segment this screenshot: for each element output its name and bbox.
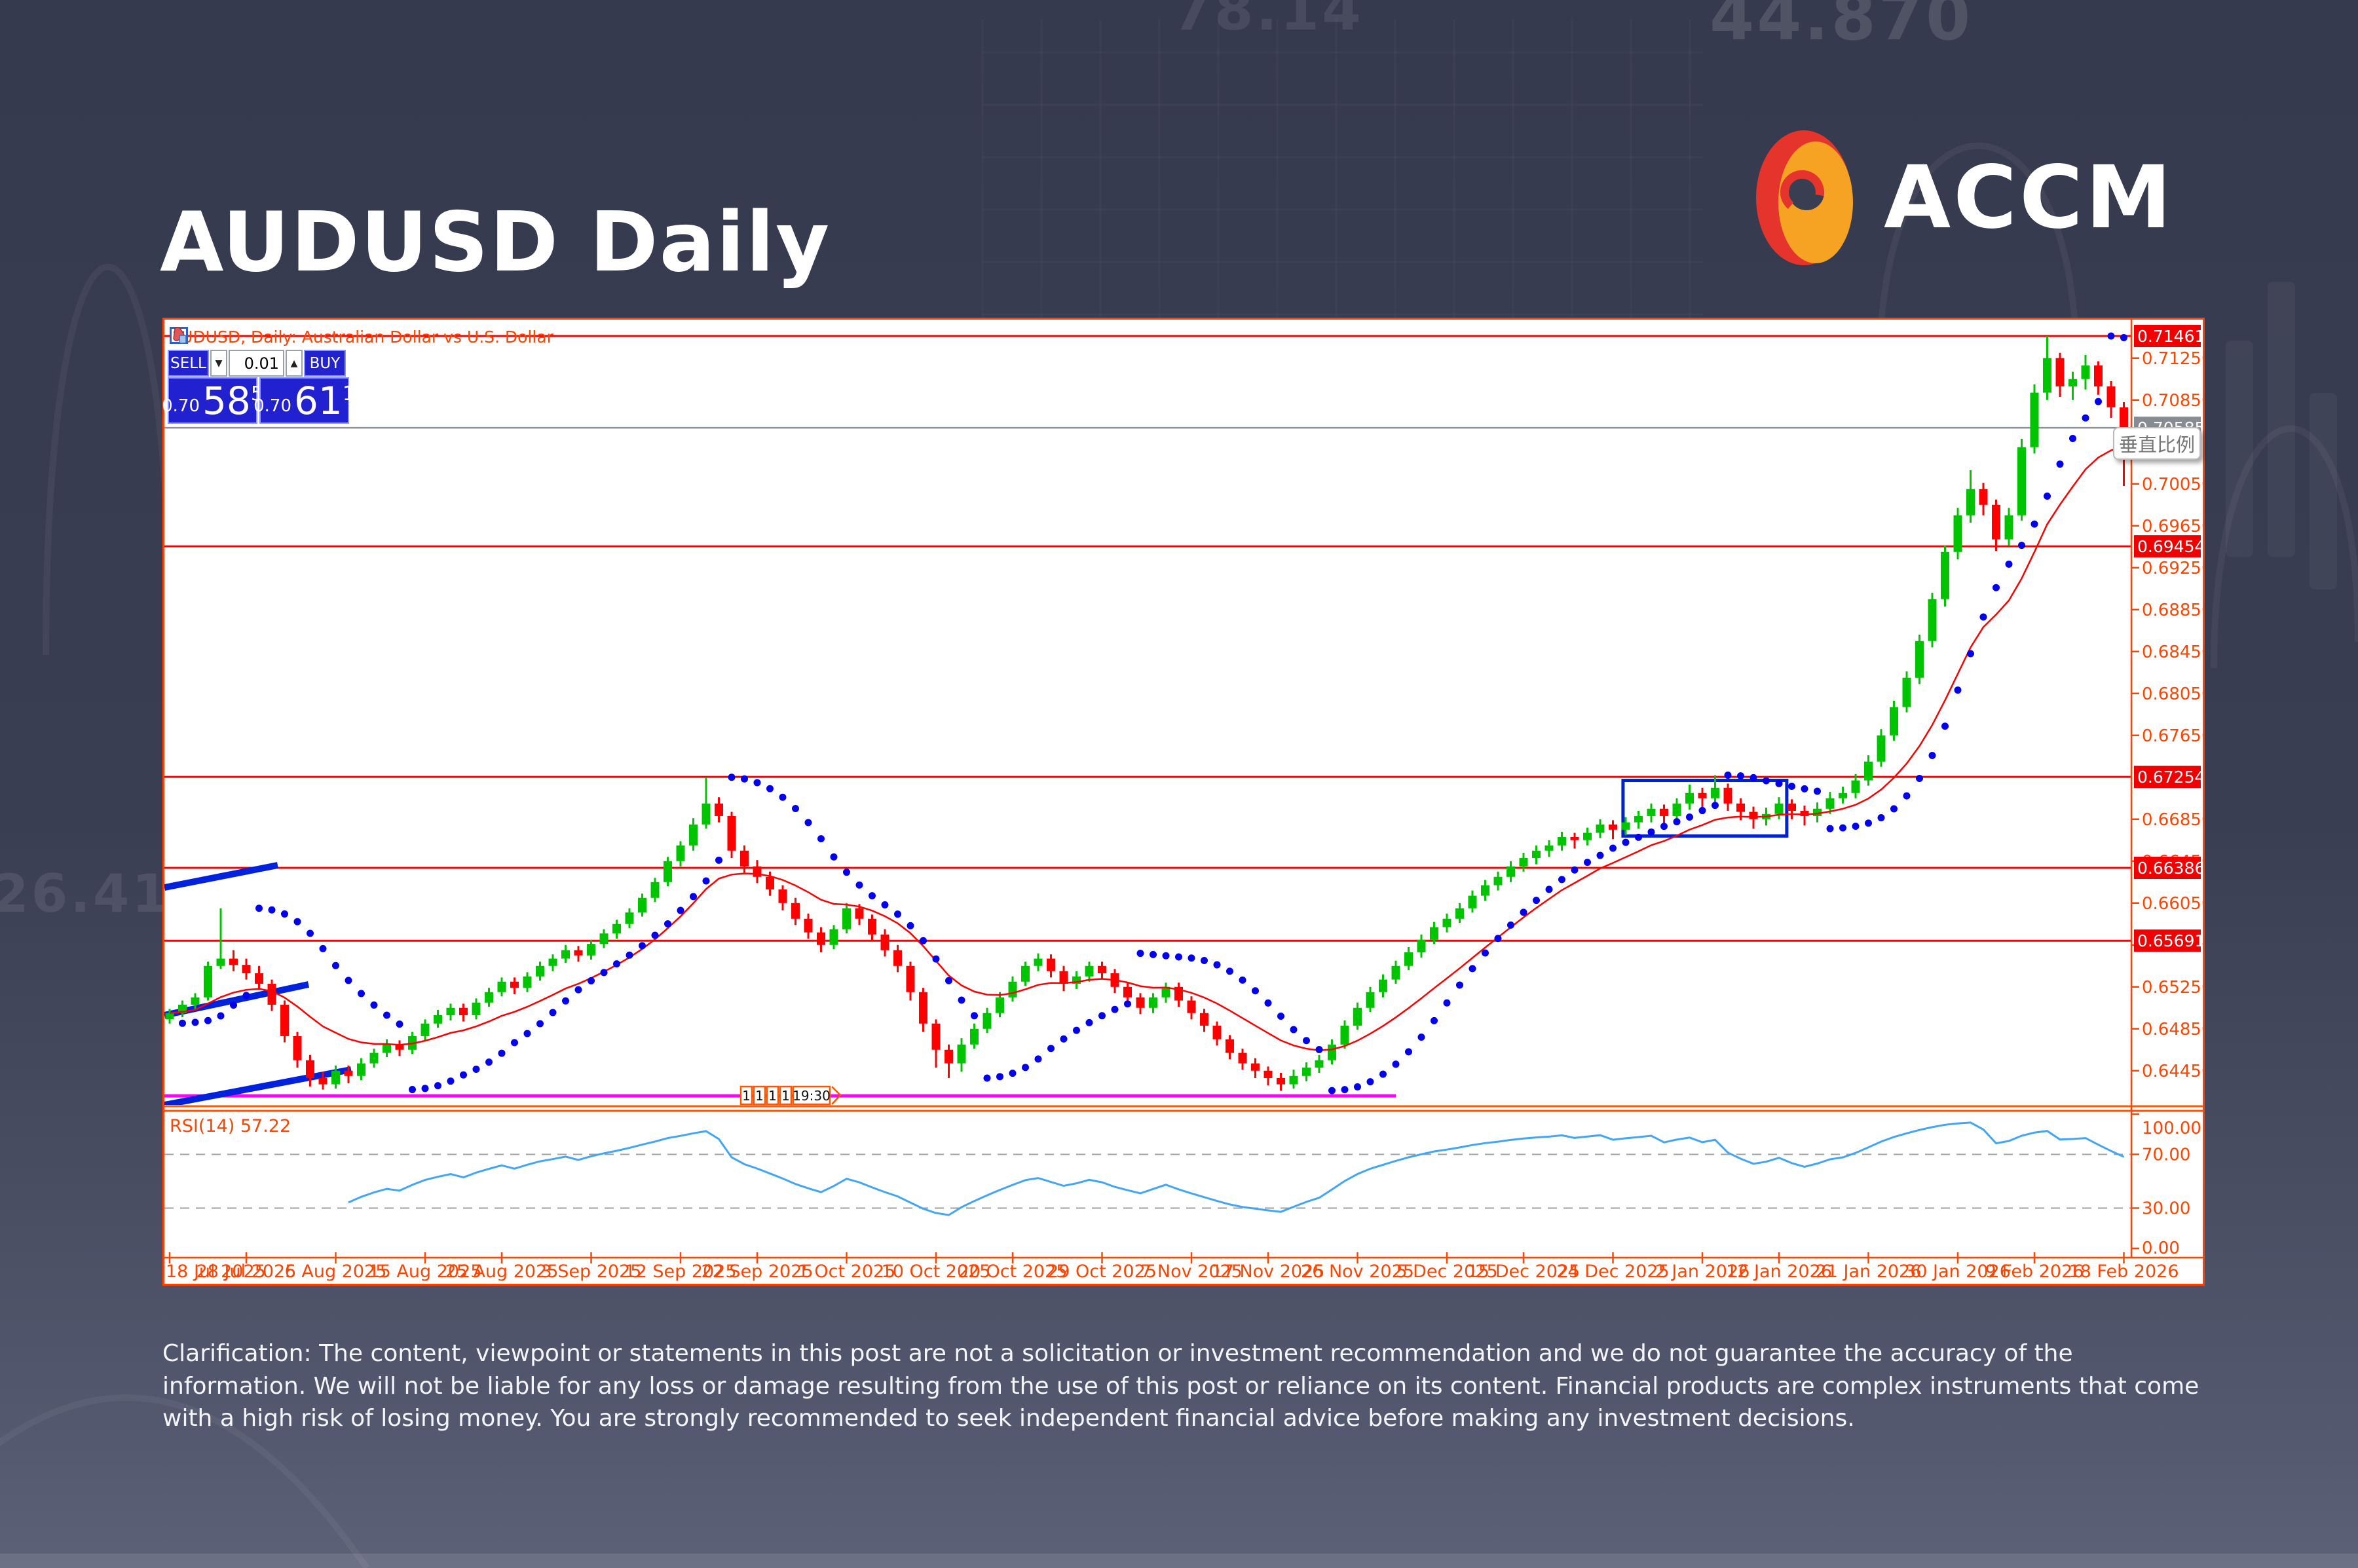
svg-text:1: 1 — [768, 1088, 777, 1104]
svg-text:5 Dec 2025: 5 Dec 2025 — [1396, 1261, 1497, 1282]
svg-text:1: 1 — [742, 1088, 751, 1104]
svg-text:12 Sep 2025: 12 Sep 2025 — [624, 1261, 736, 1282]
svg-text:30.00: 30.00 — [2142, 1199, 2190, 1219]
svg-text:29 Oct 2025: 29 Oct 2025 — [1047, 1261, 1157, 1282]
buy-price-big: 61 — [294, 379, 343, 423]
accm-logo-icon — [1756, 130, 1853, 265]
sell-price-box[interactable]: 0.70 58 5 — [162, 377, 263, 424]
svg-text:0.67254: 0.67254 — [2137, 768, 2203, 787]
symbol-title: AUDUSD, Daily: Australian Dollar vs U.S.… — [170, 327, 553, 346]
svg-text:10 Oct 2025: 10 Oct 2025 — [882, 1261, 991, 1282]
page-title: AUDUSD Daily — [160, 194, 831, 291]
svg-text:28 Jul 2025: 28 Jul 2025 — [196, 1261, 297, 1282]
rsi-indicator-label: RSI(14) 57.22 — [170, 1116, 291, 1136]
svg-text:0.65691: 0.65691 — [2137, 931, 2203, 950]
sell-button[interactable]: SELL — [168, 350, 209, 377]
svg-text:0.00: 0.00 — [2142, 1239, 2180, 1258]
svg-text:0.66386: 0.66386 — [2137, 859, 2203, 878]
brand-name: ACCM — [1884, 147, 2175, 248]
buy-button[interactable]: BUY — [304, 350, 346, 377]
svg-text:30 Jan 2026: 30 Jan 2026 — [1905, 1261, 2011, 1282]
svg-text:22 Sep 2025: 22 Sep 2025 — [701, 1261, 813, 1282]
candlestick-chart[interactable]: 111119:300.712500.708500.700500.696500.6… — [164, 320, 2203, 1284]
svg-text:18 Feb 2026: 18 Feb 2026 — [2068, 1261, 2179, 1282]
svg-text:15 Aug 2025: 15 Aug 2025 — [369, 1261, 482, 1282]
disclaimer-text: Clarification: The content, viewpoint or… — [162, 1340, 2199, 1432]
svg-text:1: 1 — [781, 1088, 790, 1104]
buy-price-box[interactable]: 0.70 61 1 — [253, 377, 355, 424]
svg-text:21 Jan 2026: 21 Jan 2026 — [1816, 1261, 1922, 1282]
svg-text:12 Jan 2026: 12 Jan 2026 — [1726, 1261, 1832, 1282]
svg-text:1: 1 — [755, 1088, 764, 1104]
sell-price-small: 0.70 — [162, 396, 200, 416]
svg-text:18 Jul 2025: 18 Jul 2025 — [166, 1261, 266, 1282]
bottom-strip-decoration — [0, 1554, 2358, 1568]
svg-text:17 Nov 2025: 17 Nov 2025 — [1212, 1261, 1325, 1282]
svg-text:20 Oct 2025: 20 Oct 2025 — [958, 1261, 1068, 1282]
svg-text:26 Nov 2025: 26 Nov 2025 — [1301, 1261, 1414, 1282]
buy-price-small: 0.70 — [253, 396, 291, 416]
svg-text:100.00: 100.00 — [2142, 1119, 2201, 1138]
svg-text:25 Aug 2025: 25 Aug 2025 — [445, 1261, 559, 1282]
svg-text:19:30: 19:30 — [793, 1088, 831, 1104]
background-number: 44.870 — [1710, 0, 1974, 55]
chart-titlebar: AUDUSD, Daily: Australian Dollar vs U.S.… — [170, 326, 553, 347]
one-click-trade-panel: SELL ▼ 0.01 ▲ BUY 0.70 58 5 0.70 61 1 — [162, 350, 355, 424]
svg-text:2 Jan 2026: 2 Jan 2026 — [1655, 1261, 1750, 1282]
volume-field[interactable]: 0.01 — [229, 350, 284, 377]
svg-text:0.69454: 0.69454 — [2137, 537, 2203, 556]
svg-text:70.00: 70.00 — [2142, 1146, 2190, 1165]
svg-text:15 Dec 2025: 15 Dec 2025 — [1467, 1261, 1580, 1282]
price-chart-panel[interactable]: 111119:300.712500.708500.700500.696500.6… — [162, 318, 2205, 1286]
svg-text:1 Oct 2025: 1 Oct 2025 — [798, 1261, 896, 1282]
one-click-trading-icon[interactable] — [170, 326, 188, 345]
svg-text:3 Sep 2025: 3 Sep 2025 — [541, 1261, 642, 1282]
svg-text:9 Feb 2026: 9 Feb 2026 — [1985, 1261, 2084, 1282]
volume-increase-button[interactable]: ▲ — [286, 350, 303, 377]
volume-decrease-button[interactable]: ▼ — [210, 350, 227, 377]
brand: ACCM — [1754, 128, 2174, 267]
svg-text:24 Dec 2025: 24 Dec 2025 — [1556, 1261, 1669, 1282]
sell-price-big: 58 — [202, 379, 251, 423]
buy-price-sup: 1 — [342, 383, 355, 405]
svg-text:7 Nov 2025: 7 Nov 2025 — [1140, 1261, 1243, 1282]
background-number: 78.14 — [1172, 0, 1364, 43]
svg-text:0.71461: 0.71461 — [2137, 327, 2203, 346]
vertical-scale-tooltip: 垂直比例 — [2113, 427, 2201, 460]
svg-text:6 Aug 2025: 6 Aug 2025 — [285, 1261, 387, 1282]
